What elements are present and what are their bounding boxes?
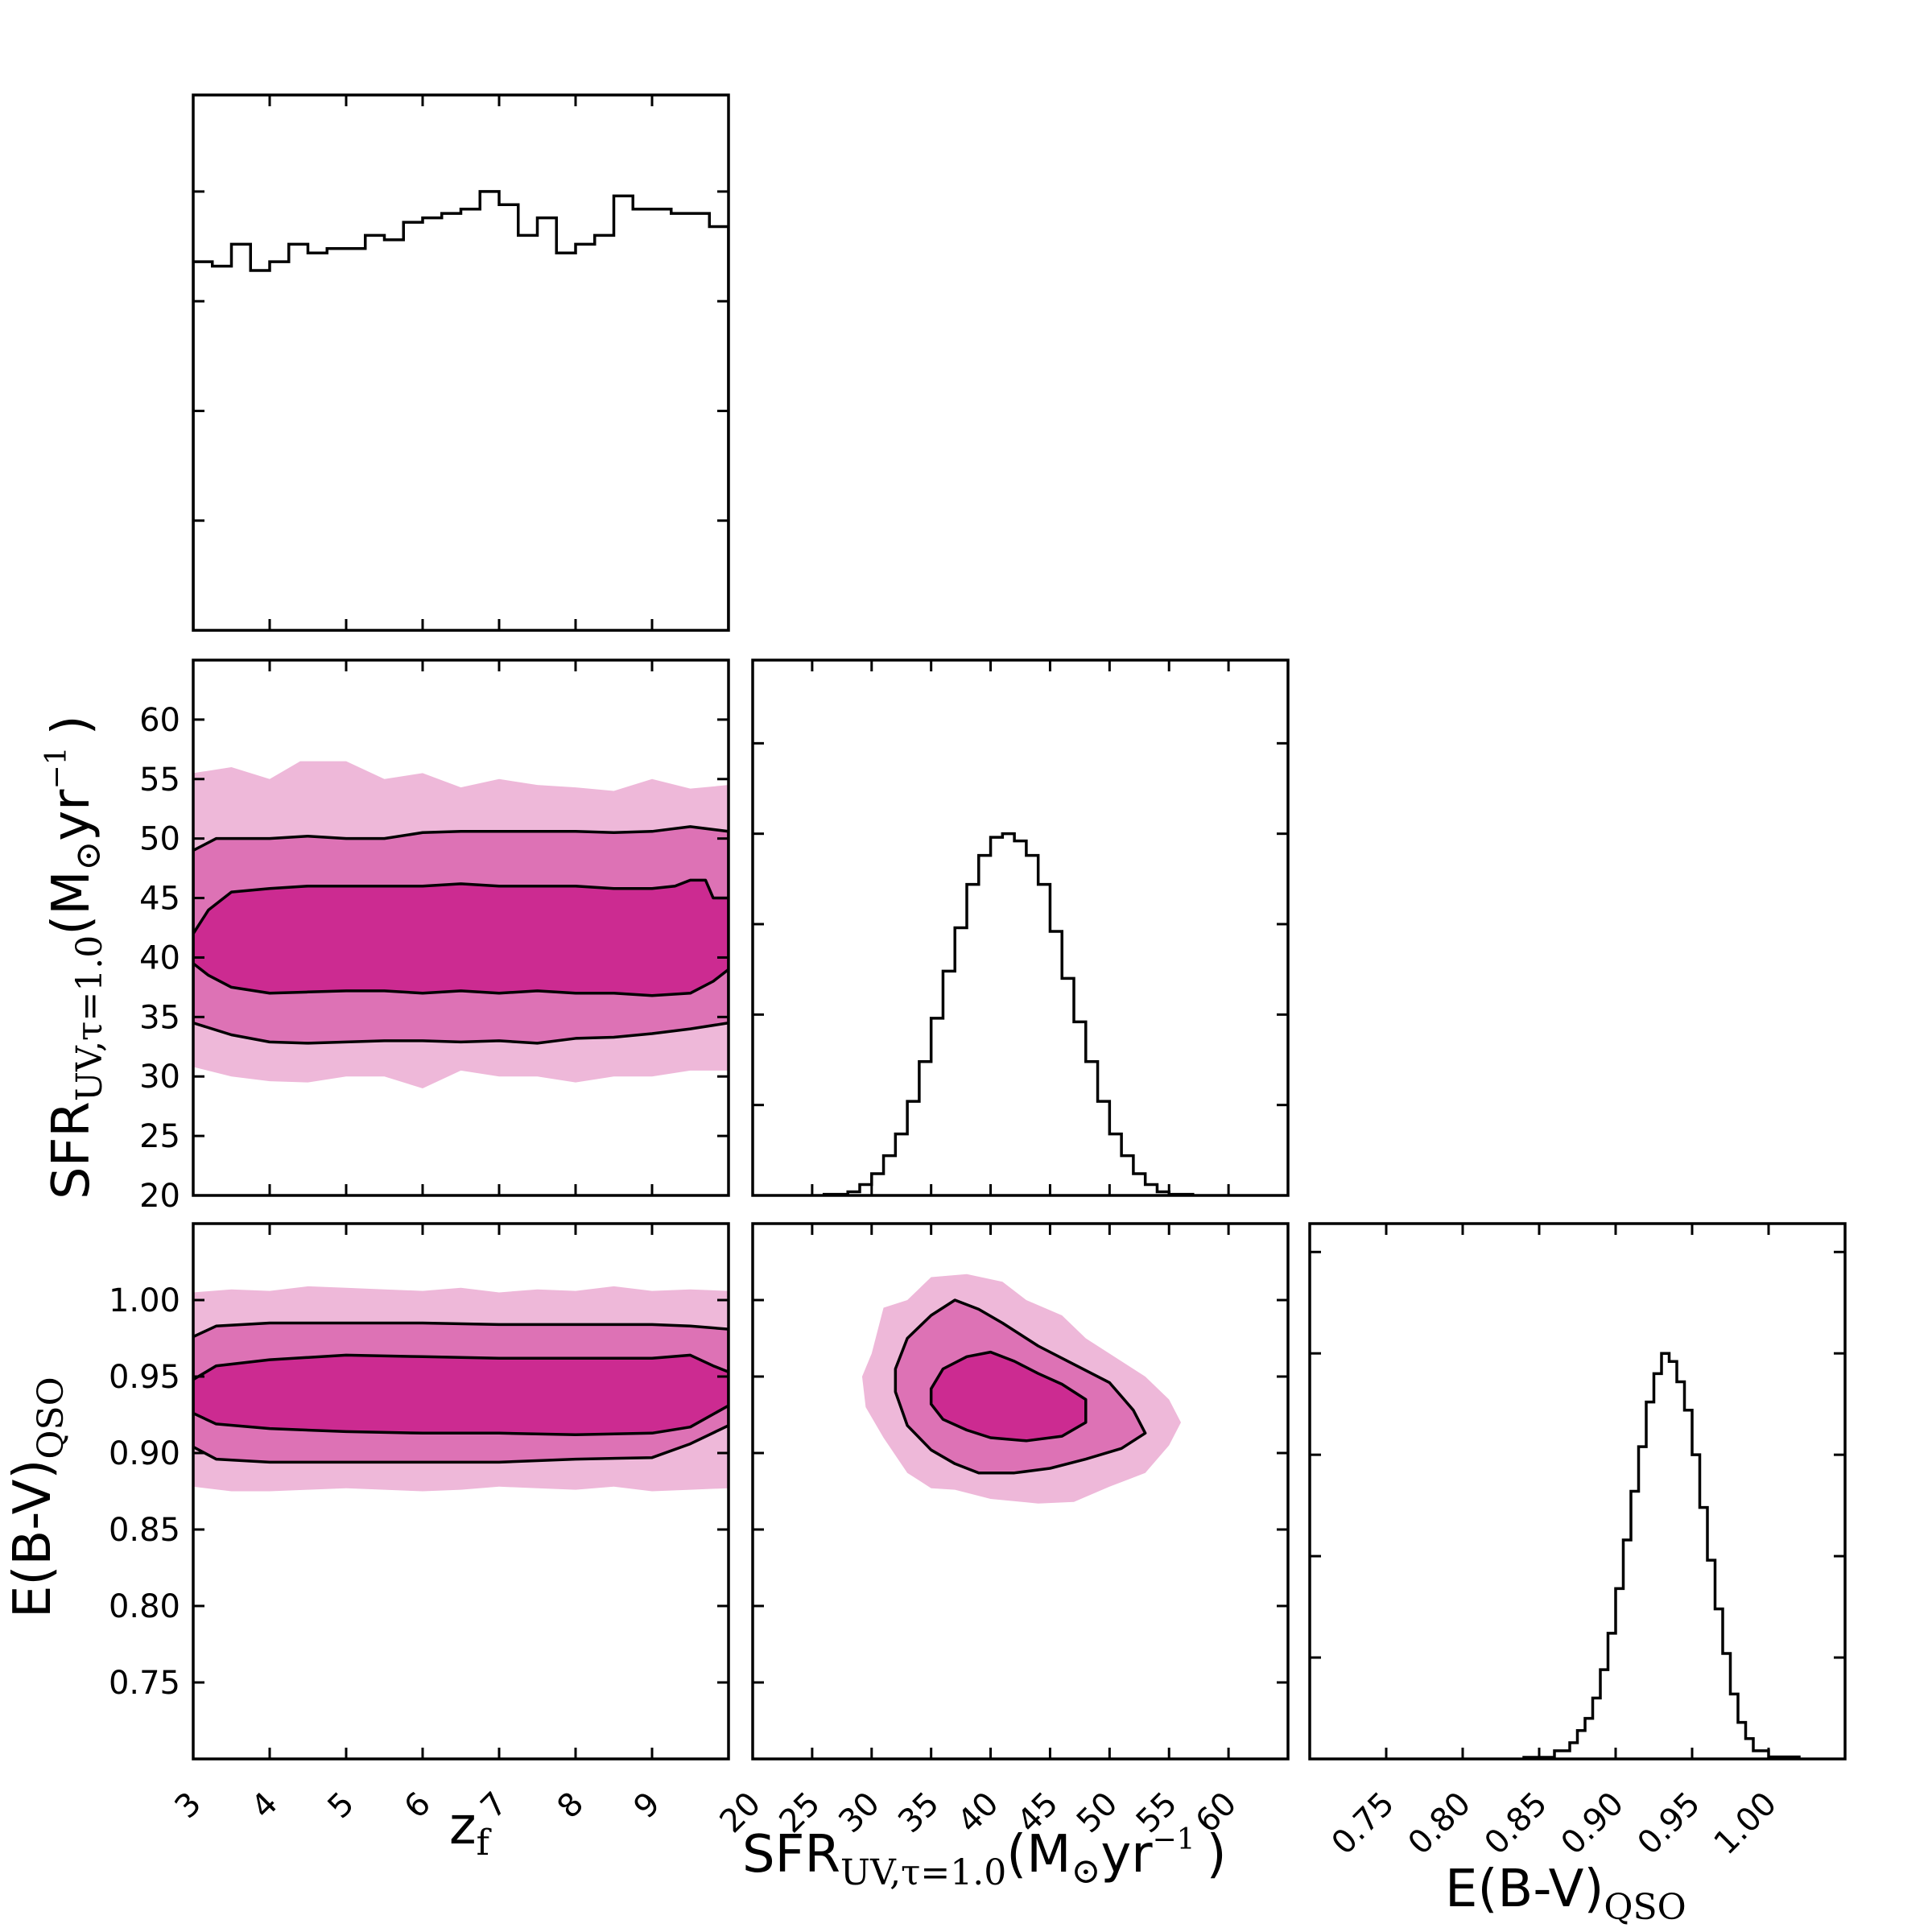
xlabel-zf-main: z [449,1797,477,1856]
frame-hist-ebv [1308,1222,1847,1761]
ytick-label-ebv-4: 0.95 [109,1359,180,1396]
xlabel-sfr-main: SFR [742,1825,840,1885]
xtick-label-zf-3: 6 [398,1785,439,1827]
panel-contour-zf-ebv: 3 4 5 6 7 8 9 0.75 0.80 0.85 0.90 0.95 1.00 [109,1222,730,1827]
ylabel-sfr-sub: UV,τ=1.0 [69,935,110,1101]
panel-hist-zf [192,93,730,632]
xlabel-zf-sub: f [477,1823,492,1864]
ytick-label-ebv-2: 0.85 [109,1512,180,1549]
ylabel-sfr-sup: −1 [40,746,73,789]
ytick-label-ebv-1: 0.80 [109,1588,180,1625]
xtick-label-zf-4: 7 [474,1785,515,1827]
ytick-label-sfr-7: 55 [139,762,180,799]
xtick-label-ebv-4: 0.95 [1631,1785,1708,1863]
ytick-label-sfr-5: 45 [139,881,180,918]
ylabel-sfr-yr: yr [42,789,101,841]
xlabel-sfr: SFRUV,τ=1.0(M⊙yr−1) [742,1823,1227,1893]
content-hist-zf [193,190,729,630]
xlabel-sfr-sup: −1 [1153,1823,1195,1856]
ytick-label-sfr-2: 30 [139,1059,180,1096]
xtick-label-ebv-5: 1.00 [1707,1785,1785,1863]
ylabel-sfr-main: SFR [42,1101,101,1199]
content-contour-sfr-ebv [861,1274,1181,1504]
xtick-label-zf-0: 3 [168,1785,209,1827]
ytick-label-sfr-6: 50 [139,821,180,858]
svg-text:E(B-V)QSO: E(B-V)QSO [3,1377,72,1618]
ylabel-sfr: SFRUV,τ=1.0(M⊙yr−1) [40,715,110,1199]
contour-sfr-ebv-1sigma [929,1350,1088,1443]
hist-line-zf [193,190,729,630]
svg-text:E(B-V)QSO: E(B-V)QSO [1445,1860,1686,1928]
svg-text:SFRUV,τ=1.0(M⊙yr−1): SFRUV,τ=1.0(M⊙yr−1) [40,715,110,1199]
xtick-label-ebv-3: 0.90 [1554,1785,1632,1863]
panel-contour-sfr-ebv: 20 25 30 35 40 45 50 55 60 [713,1222,1290,1841]
ytick-label-ebv-3: 0.90 [109,1435,180,1472]
contour-zf-ebv-1sigma [193,1353,729,1436]
xtick-label-zf-5: 8 [551,1785,592,1827]
hist-line-ebv [1522,1352,1801,1759]
xtick-label-zf-2: 5 [321,1785,362,1827]
frame-hist-sfr [751,658,1290,1197]
xlabel-sfr-tail: (M [1006,1825,1071,1885]
xtick-label-zf-6: 9 [627,1785,668,1827]
content-contour-zf-ebv [193,1286,729,1492]
ylabel-ebv: E(B-V)QSO [3,1377,72,1618]
xtick-label-ebv-1: 0.80 [1402,1785,1479,1863]
xlabel-ebv-sub: QSO [1604,1887,1686,1928]
ytick-label-ebv-5: 1.00 [109,1282,180,1319]
panel-hist-sfr [751,658,1290,1197]
hist-line-sfr [822,832,1195,1195]
xtick-label-ebv-0: 0.75 [1325,1785,1402,1863]
ylabel-ebv-sub: QSO [31,1377,72,1459]
ylabel-ebv-main: E(B-V) [3,1459,63,1618]
xtick-label-sfr-3: 35 [891,1785,947,1841]
xlabel-ebv: E(B-V)QSO [1445,1860,1686,1928]
ylabel-sfr-sun: ⊙ [68,841,109,871]
xlabel-sfr-sub: UV,τ=1.0 [840,1852,1006,1893]
panel-hist-ebv: 0.75 0.80 0.85 0.90 0.95 1.00 [1308,1222,1847,1863]
xlabel-sfr-close: ) [1207,1825,1227,1885]
frame-contour-sfr-ebv [751,1222,1290,1761]
xlabel-ebv-main: E(B-V) [1445,1860,1604,1919]
content-hist-ebv [1522,1352,1801,1759]
ytick-label-sfr-8: 60 [139,702,180,739]
xtick-label-ebv-2: 0.85 [1478,1785,1555,1863]
ytick-label-sfr-0: 20 [139,1178,180,1215]
xtick-label-sfr-4: 40 [951,1785,1006,1841]
ytick-label-sfr-1: 25 [139,1118,180,1155]
frame-hist-zf [192,93,730,632]
svg-text:zf: zf [449,1797,492,1864]
contour-zf-sfr-1sigma [193,878,729,997]
xlabel-sfr-sun: ⊙ [1071,1851,1100,1892]
panel-contour-zf-sfr: 20 25 30 35 40 45 50 55 60 [139,658,730,1215]
content-hist-sfr [822,832,1195,1195]
ytick-label-sfr-3: 35 [139,999,180,1036]
frame-contour-zf-sfr [192,658,730,1197]
ytick-label-ebv-0: 0.75 [109,1665,180,1702]
ylabel-sfr-tail: (M [42,871,101,935]
ytick-label-sfr-4: 40 [139,939,180,976]
xlabel-zf: zf [449,1797,492,1864]
svg-text:SFRUV,τ=1.0(M⊙yr−1): SFRUV,τ=1.0(M⊙yr−1) [742,1823,1227,1893]
frame-contour-zf-ebv [192,1222,730,1761]
xtick-label-zf-1: 4 [245,1785,286,1827]
content-contour-zf-sfr [193,761,729,1088]
ylabel-sfr-close: ) [42,715,101,735]
xlabel-sfr-yr: yr [1100,1825,1153,1885]
